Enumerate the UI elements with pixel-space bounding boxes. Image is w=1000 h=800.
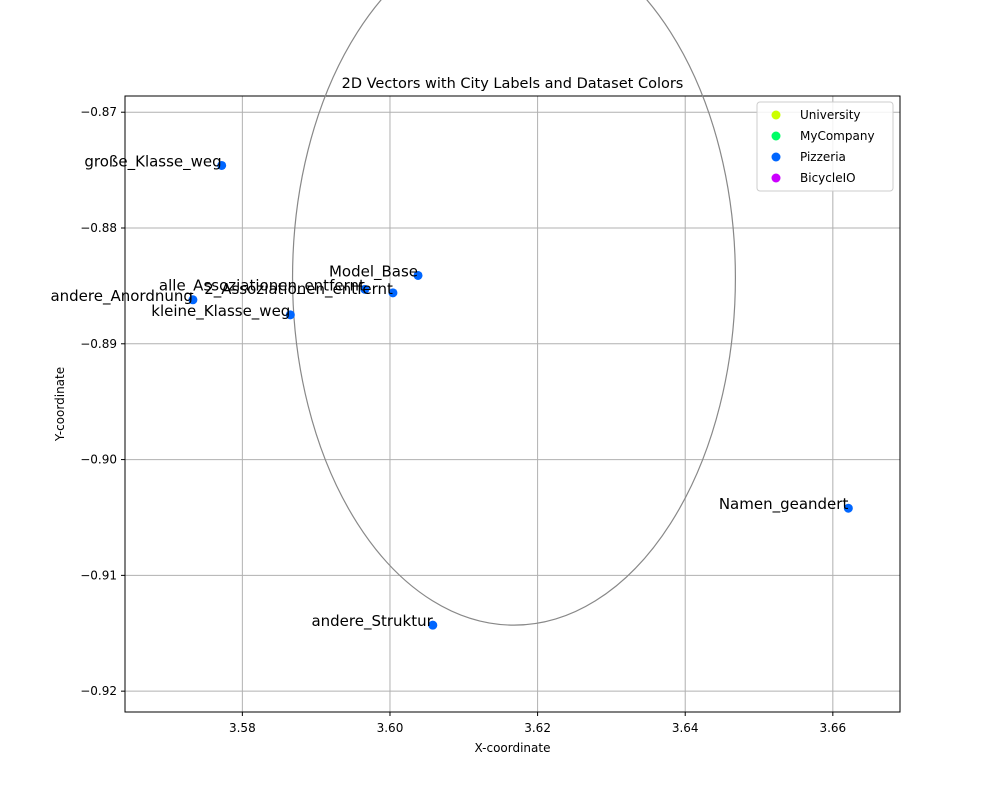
y-tick-label: −0.90 (80, 453, 117, 467)
point-label: große_Klasse_weg (84, 152, 221, 171)
x-tick-label: 3.62 (524, 721, 551, 735)
y-tick-label: −0.88 (80, 221, 117, 235)
data-point (428, 620, 438, 630)
legend-label: BicycleIO (800, 171, 856, 185)
legend-marker (771, 173, 781, 183)
data-point (217, 160, 227, 170)
point-label: andere_Anordnung (50, 287, 192, 306)
y-tick-label: −0.89 (80, 337, 117, 351)
x-tick-label: 3.64 (672, 721, 699, 735)
y-axis-label: Y-coordinate (53, 367, 67, 442)
point-labels: große_Klasse_weg Model_Basealle_Assoziati… (50, 152, 848, 631)
chart-title: 2D Vectors with City Labels and Dataset … (342, 76, 684, 92)
point-label: 2_Assoziationen_entfernt (204, 280, 393, 299)
legend-box (756, 101, 894, 192)
point-label: alle_Assoziationen_entfernt (159, 276, 365, 295)
legend-marker (771, 152, 781, 162)
legend-label: University (800, 108, 861, 122)
grid-lines (125, 96, 900, 712)
y-tick-label: −0.91 (80, 568, 117, 582)
x-tick-label: 3.60 (377, 721, 404, 735)
point-label: kleine_Klasse_weg (151, 302, 290, 321)
data-point (413, 270, 423, 280)
x-tick-label: 3.58 (229, 721, 256, 735)
legend: University MyCompany Pizzeria BicycleIO (756, 101, 894, 192)
legend-items: University MyCompany Pizzeria BicycleIO (771, 108, 875, 185)
legend-marker (771, 131, 781, 141)
data-point (388, 288, 398, 298)
legend-label: Pizzeria (800, 150, 846, 164)
plot-area-frame (124, 95, 901, 713)
data-point (285, 310, 295, 320)
legend-label: MyCompany (800, 129, 875, 143)
reference-circle (292, 0, 736, 626)
data-point (843, 503, 853, 513)
x-axis-label: X-coordinate (475, 741, 551, 755)
point-label: Model_Base (329, 262, 418, 281)
point-label: andere_Struktur (311, 612, 433, 631)
point-label: Namen_geandert (719, 495, 849, 514)
x-tick-label: 3.66 (819, 721, 846, 735)
legend-marker (771, 110, 781, 120)
x-axis-ticks: 3.58 3.60 3.62 3.64 3.66 (229, 712, 846, 735)
y-axis-ticks: −0.87 −0.88 −0.89 −0.90 −0.91 −0.92 (80, 105, 125, 698)
data-point (188, 295, 198, 305)
y-tick-label: −0.87 (80, 105, 117, 119)
data-point (360, 284, 370, 294)
data-points (188, 160, 853, 630)
reference-circle-layer (292, 0, 736, 626)
y-tick-label: −0.92 (80, 684, 117, 698)
